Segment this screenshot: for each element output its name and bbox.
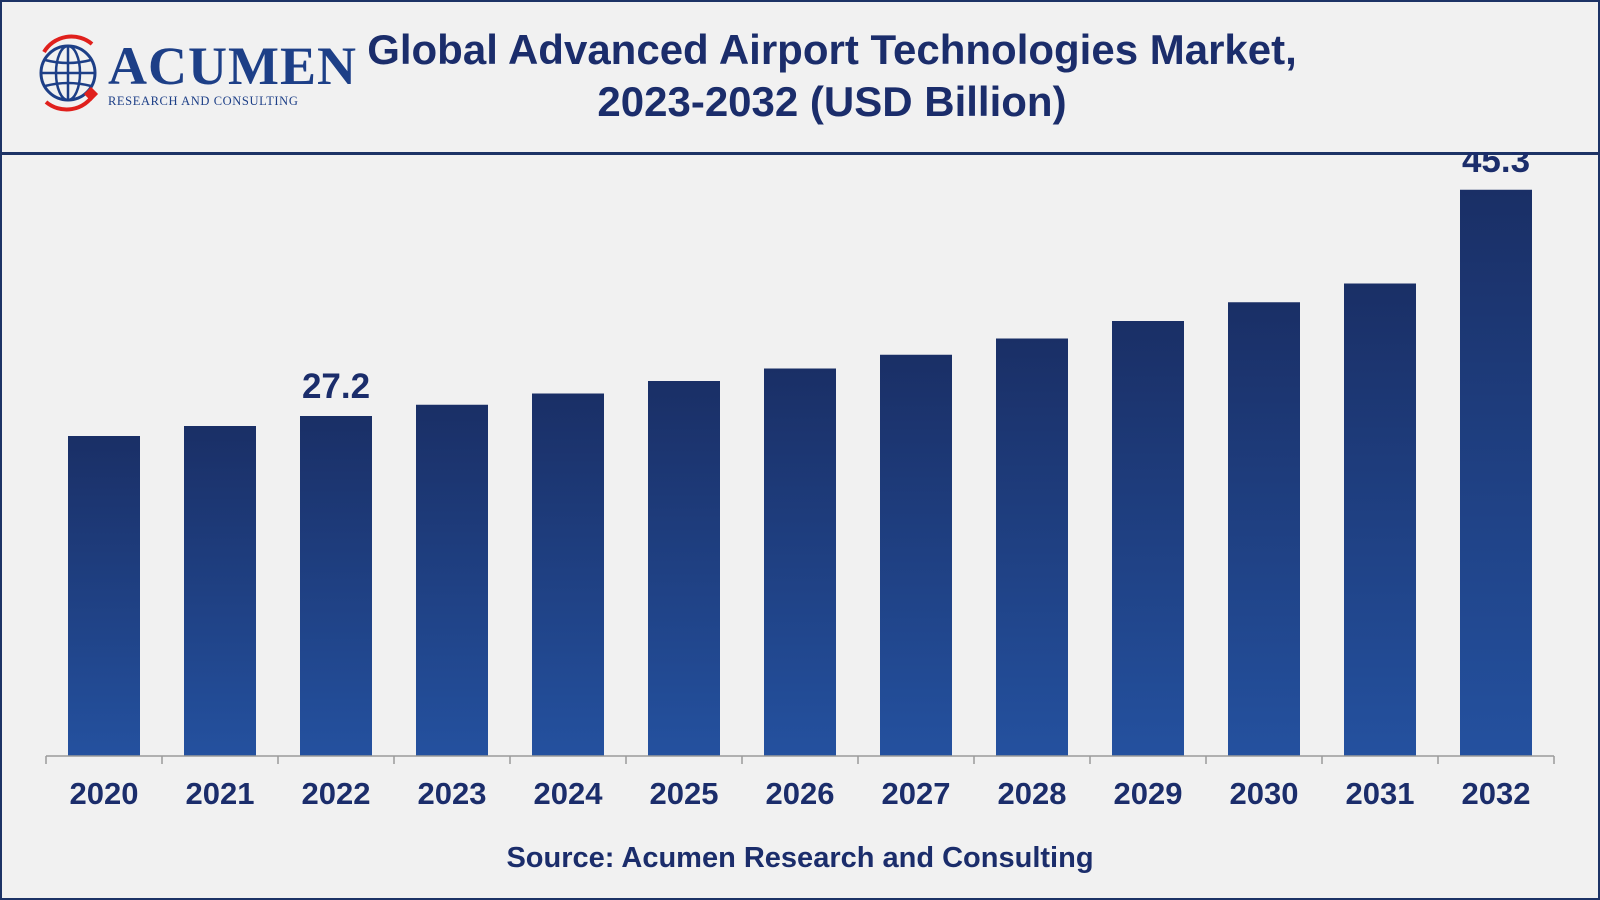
logo-tagline: RESEARCH AND CONSULTING: [108, 94, 299, 108]
x-tick-label-2023: 2023: [418, 776, 487, 811]
bar-2030: [1228, 302, 1300, 756]
x-tick-label-2028: 2028: [998, 776, 1067, 811]
bar-2028: [996, 338, 1068, 756]
globe-icon: [39, 34, 99, 112]
x-tick-label-2030: 2030: [1230, 776, 1299, 811]
chart-title-line2: 2023-2032 (USD Billion): [597, 78, 1067, 125]
x-axis: [45, 755, 1555, 764]
bar-2029: [1112, 321, 1184, 756]
bar-2026: [764, 368, 836, 756]
bar-2025: [648, 381, 720, 756]
chart-title: Global Advanced Airport Technologies Mar…: [332, 24, 1332, 128]
x-tick-label-2032: 2032: [1462, 776, 1531, 811]
logo-name: ACUMEN: [108, 36, 357, 96]
x-tick-label-2026: 2026: [766, 776, 835, 811]
x-tick-label-2031: 2031: [1346, 776, 1415, 811]
bar-2031: [1344, 283, 1416, 756]
bar-2020: [68, 436, 140, 756]
x-tick-label-2022: 2022: [302, 776, 371, 811]
source-note: Source: Acumen Research and Consulting: [506, 842, 1094, 874]
bar-2024: [532, 393, 604, 756]
x-tick-label-2029: 2029: [1114, 776, 1183, 811]
labels-group: 2020 2021 2022 2023 2024 2025 2026 2027 2028 2029…: [70, 152, 1531, 811]
x-tick-label-2027: 2027: [882, 776, 951, 811]
bar-chart: 2020 2021 2022 2023 2024 2025 2026 2027 2028 2029…: [45, 152, 1555, 811]
acumen-logo: ACUMEN RESEARCH AND CONSULTING: [32, 34, 356, 114]
data-label-2022: 27.2: [302, 367, 370, 406]
x-tick-label-2021: 2021: [186, 776, 255, 811]
chart-title-line1: Global Advanced Airport Technologies Mar…: [367, 26, 1297, 73]
bar-2021: [184, 426, 256, 756]
header: ACUMEN RESEARCH AND CONSULTING Global Ad…: [2, 2, 1598, 155]
x-tick-label-2024: 2024: [534, 776, 604, 811]
data-label-2032: 45.3: [1462, 152, 1530, 180]
x-tick-label-2025: 2025: [650, 776, 719, 811]
bars-group: [68, 189, 1532, 756]
bar-2022: [300, 416, 372, 756]
bar-2027: [880, 354, 952, 756]
bar-2032: [1460, 189, 1532, 756]
x-tick-label-2020: 2020: [70, 776, 139, 811]
bar-2023: [416, 404, 488, 756]
